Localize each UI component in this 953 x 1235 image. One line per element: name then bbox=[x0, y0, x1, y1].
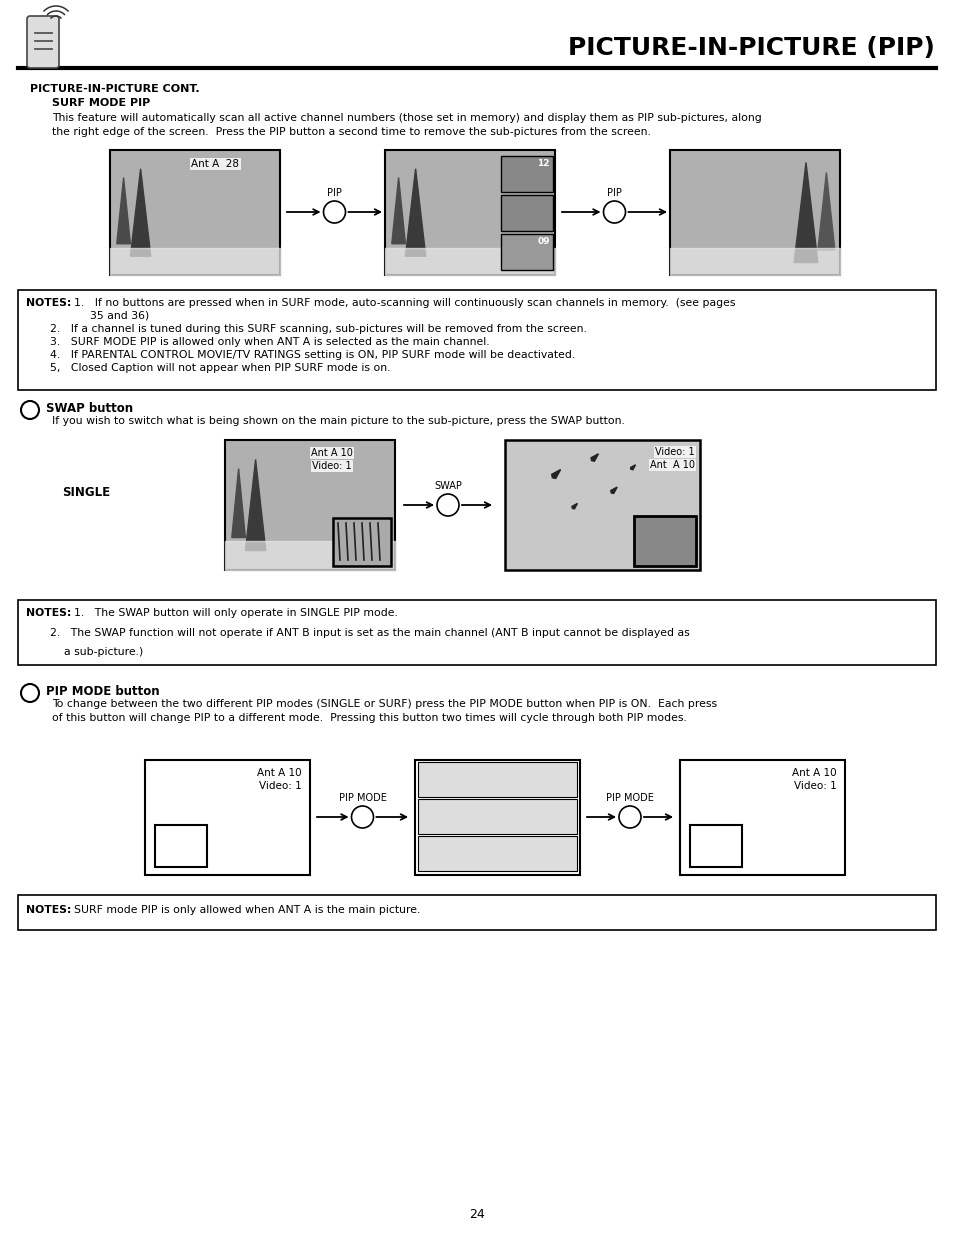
Text: 3: 3 bbox=[26, 688, 33, 698]
Text: Video: 1: Video: 1 bbox=[529, 781, 572, 790]
Bar bbox=[500, 156, 553, 191]
Bar bbox=[689, 825, 741, 867]
Bar bbox=[417, 836, 577, 871]
Circle shape bbox=[323, 201, 345, 224]
Bar bbox=[634, 516, 696, 566]
Bar bbox=[669, 149, 840, 275]
Text: Ant A  28: Ant A 28 bbox=[192, 159, 239, 169]
Bar bbox=[679, 760, 844, 876]
Bar bbox=[110, 149, 280, 275]
Text: Video: 1: Video: 1 bbox=[259, 781, 302, 790]
Bar bbox=[18, 600, 935, 664]
Text: Ant  A 10: Ant A 10 bbox=[649, 459, 695, 471]
FancyBboxPatch shape bbox=[27, 16, 59, 68]
Polygon shape bbox=[551, 469, 560, 478]
Bar bbox=[385, 149, 555, 275]
Polygon shape bbox=[591, 453, 598, 461]
Text: If you wish to switch what is being shown on the main picture to the sub-picture: If you wish to switch what is being show… bbox=[52, 416, 624, 426]
Text: This feature will automatically scan all active channel numbers (those set in me: This feature will automatically scan all… bbox=[52, 112, 760, 124]
Text: the right edge of the screen.  Press the PIP button a second time to remove the : the right edge of the screen. Press the … bbox=[52, 127, 650, 137]
Circle shape bbox=[603, 201, 625, 224]
Polygon shape bbox=[245, 459, 266, 551]
Bar bbox=[154, 825, 207, 867]
Polygon shape bbox=[131, 169, 151, 256]
Circle shape bbox=[436, 494, 458, 516]
Bar bbox=[417, 799, 577, 834]
Text: PIP: PIP bbox=[606, 188, 621, 198]
Text: SWAP: SWAP bbox=[434, 480, 461, 492]
Text: PIP MODE button: PIP MODE button bbox=[46, 685, 159, 698]
Bar bbox=[500, 233, 553, 270]
Circle shape bbox=[351, 806, 374, 827]
Text: Ant A 10: Ant A 10 bbox=[792, 768, 836, 778]
Text: PIP: PIP bbox=[327, 188, 341, 198]
Polygon shape bbox=[232, 468, 245, 537]
Text: Video: 1: Video: 1 bbox=[655, 447, 695, 457]
Text: PICTURE-IN-PICTURE (PIP): PICTURE-IN-PICTURE (PIP) bbox=[568, 36, 934, 61]
Text: 35 and 36): 35 and 36) bbox=[90, 311, 149, 321]
Bar bbox=[417, 762, 577, 797]
Text: NOTES:: NOTES: bbox=[26, 298, 71, 308]
Text: of this button will change PIP to a different mode.  Pressing this button two ti: of this button will change PIP to a diff… bbox=[52, 713, 686, 722]
Polygon shape bbox=[630, 464, 635, 469]
Polygon shape bbox=[817, 173, 834, 249]
Text: SURF mode PIP is only allowed when ANT A is the main picture.: SURF mode PIP is only allowed when ANT A… bbox=[74, 905, 420, 915]
Text: Ant A 10: Ant A 10 bbox=[527, 768, 572, 778]
Text: 5,   Closed Caption will not appear when PIP SURF mode is on.: 5, Closed Caption will not appear when P… bbox=[50, 363, 390, 373]
Circle shape bbox=[21, 684, 39, 701]
Text: Video: 1: Video: 1 bbox=[312, 461, 352, 471]
Polygon shape bbox=[392, 178, 405, 243]
Bar bbox=[636, 517, 693, 564]
Text: To change between the two different PIP modes (SINGLE or SURF) press the PIP MOD: To change between the two different PIP … bbox=[52, 699, 717, 709]
Text: a sub-picture.): a sub-picture.) bbox=[64, 647, 143, 657]
Text: 2.   The SWAP function will not operate if ANT B input is set as the main channe: 2. The SWAP function will not operate if… bbox=[50, 627, 689, 637]
Bar bbox=[415, 760, 579, 876]
Text: 1.   If no buttons are pressed when in SURF mode, auto-scanning will continuousl: 1. If no buttons are pressed when in SUR… bbox=[74, 298, 735, 308]
Text: Ant A 10: Ant A 10 bbox=[311, 448, 353, 458]
Text: PIP MODE: PIP MODE bbox=[338, 793, 386, 803]
Bar bbox=[504, 440, 700, 571]
Text: SURF MODE PIP: SURF MODE PIP bbox=[52, 98, 150, 107]
Bar bbox=[18, 290, 935, 390]
Text: 24: 24 bbox=[469, 1209, 484, 1221]
Bar bbox=[225, 440, 395, 571]
Text: Video: 1: Video: 1 bbox=[794, 781, 836, 790]
Polygon shape bbox=[610, 487, 617, 494]
Polygon shape bbox=[405, 169, 425, 256]
Text: 1.   The SWAP button will only operate in SINGLE PIP mode.: 1. The SWAP button will only operate in … bbox=[74, 608, 397, 618]
Text: 2: 2 bbox=[26, 405, 34, 415]
Polygon shape bbox=[116, 178, 131, 243]
Bar bbox=[333, 517, 391, 566]
Text: 09: 09 bbox=[537, 237, 550, 246]
Text: SINGLE: SINGLE bbox=[62, 485, 110, 499]
Circle shape bbox=[21, 401, 39, 419]
Text: 3.   SURF MODE PIP is allowed only when ANT A is selected as the main channel.: 3. SURF MODE PIP is allowed only when AN… bbox=[50, 337, 489, 347]
Bar bbox=[500, 195, 553, 231]
Polygon shape bbox=[793, 163, 817, 263]
Text: NOTES:: NOTES: bbox=[26, 608, 71, 618]
Text: NOTES:: NOTES: bbox=[26, 905, 71, 915]
Text: Ant A 10: Ant A 10 bbox=[257, 768, 302, 778]
Bar bbox=[145, 760, 310, 876]
Text: PICTURE-IN-PICTURE CONT.: PICTURE-IN-PICTURE CONT. bbox=[30, 84, 199, 94]
Text: PIP MODE: PIP MODE bbox=[605, 793, 653, 803]
Text: 12: 12 bbox=[537, 159, 550, 168]
Text: 2.   If a channel is tuned during this SURF scanning, sub-pictures will be remov: 2. If a channel is tuned during this SUR… bbox=[50, 324, 586, 333]
Bar bbox=[18, 895, 935, 930]
Polygon shape bbox=[572, 504, 577, 509]
Circle shape bbox=[618, 806, 640, 827]
Text: 4.   If PARENTAL CONTROL MOVIE/TV RATINGS setting is ON, PIP SURF mode will be d: 4. If PARENTAL CONTROL MOVIE/TV RATINGS … bbox=[50, 350, 575, 359]
Text: SWAP button: SWAP button bbox=[46, 403, 133, 415]
